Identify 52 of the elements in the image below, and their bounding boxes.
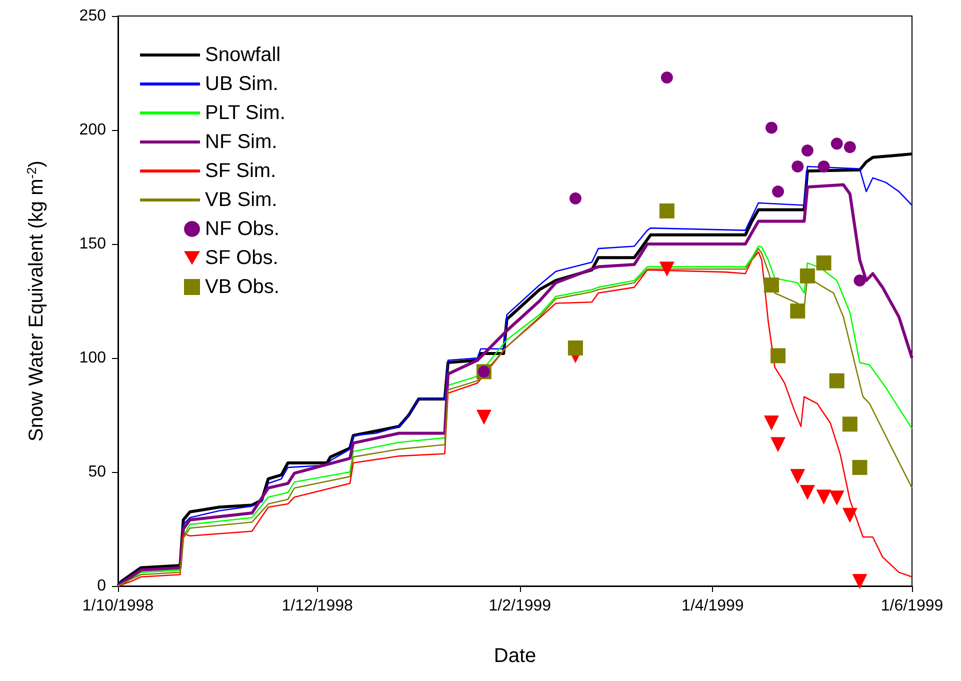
y-axis-title: Snow Water Equivalent (kg m-2) — [24, 160, 48, 442]
point — [766, 122, 778, 134]
point — [830, 138, 843, 150]
x-tick-label: 1/2/1999 — [488, 598, 552, 614]
point — [792, 160, 804, 172]
y-tick-label: 50 — [88, 464, 106, 480]
legend-label: PLT Sim. — [205, 102, 286, 124]
point — [800, 268, 815, 284]
point — [829, 490, 844, 506]
point — [829, 373, 844, 388]
y-tick-label: 100 — [79, 350, 106, 366]
point — [852, 574, 868, 589]
legend-label: VB Sim. — [205, 189, 278, 211]
point — [764, 278, 779, 293]
y-tick-label: 200 — [79, 122, 106, 138]
point — [852, 460, 868, 475]
point — [854, 274, 866, 286]
legend-label: NF Obs. — [205, 218, 280, 240]
point — [844, 141, 856, 154]
legend-label: SF Sim. — [205, 160, 276, 182]
point — [476, 410, 492, 425]
point — [800, 485, 815, 500]
point — [568, 340, 583, 356]
y-tick-label: 150 — [79, 236, 106, 252]
point — [772, 186, 784, 198]
x-tick-label: 1/12/1998 — [282, 598, 354, 614]
point — [770, 437, 786, 452]
y-tick-label: 0 — [97, 578, 106, 594]
point — [842, 416, 858, 432]
legend-label: Snowfall — [205, 44, 281, 66]
x-tick-label: 1/4/1999 — [682, 598, 744, 614]
point — [659, 262, 674, 277]
x-axis-title: Date — [494, 645, 536, 667]
point — [816, 490, 832, 505]
point — [770, 348, 786, 364]
point — [569, 192, 582, 204]
point — [816, 255, 832, 270]
point — [659, 203, 674, 218]
point — [660, 72, 673, 84]
legend-label: NF Sim. — [205, 131, 278, 153]
point — [764, 415, 779, 430]
point — [790, 469, 806, 484]
point — [818, 160, 830, 172]
legend-label: SF Obs. — [205, 247, 278, 269]
legend-label: VB Obs. — [205, 276, 280, 298]
point — [790, 304, 806, 319]
legend-label: UB Sim. — [205, 73, 278, 95]
x-tick-label: 1/10/1998 — [82, 598, 154, 614]
point — [801, 144, 814, 157]
x-tick-label: 1/6/1999 — [880, 598, 944, 614]
y-tick-label: 250 — [79, 8, 106, 24]
point — [842, 508, 858, 523]
